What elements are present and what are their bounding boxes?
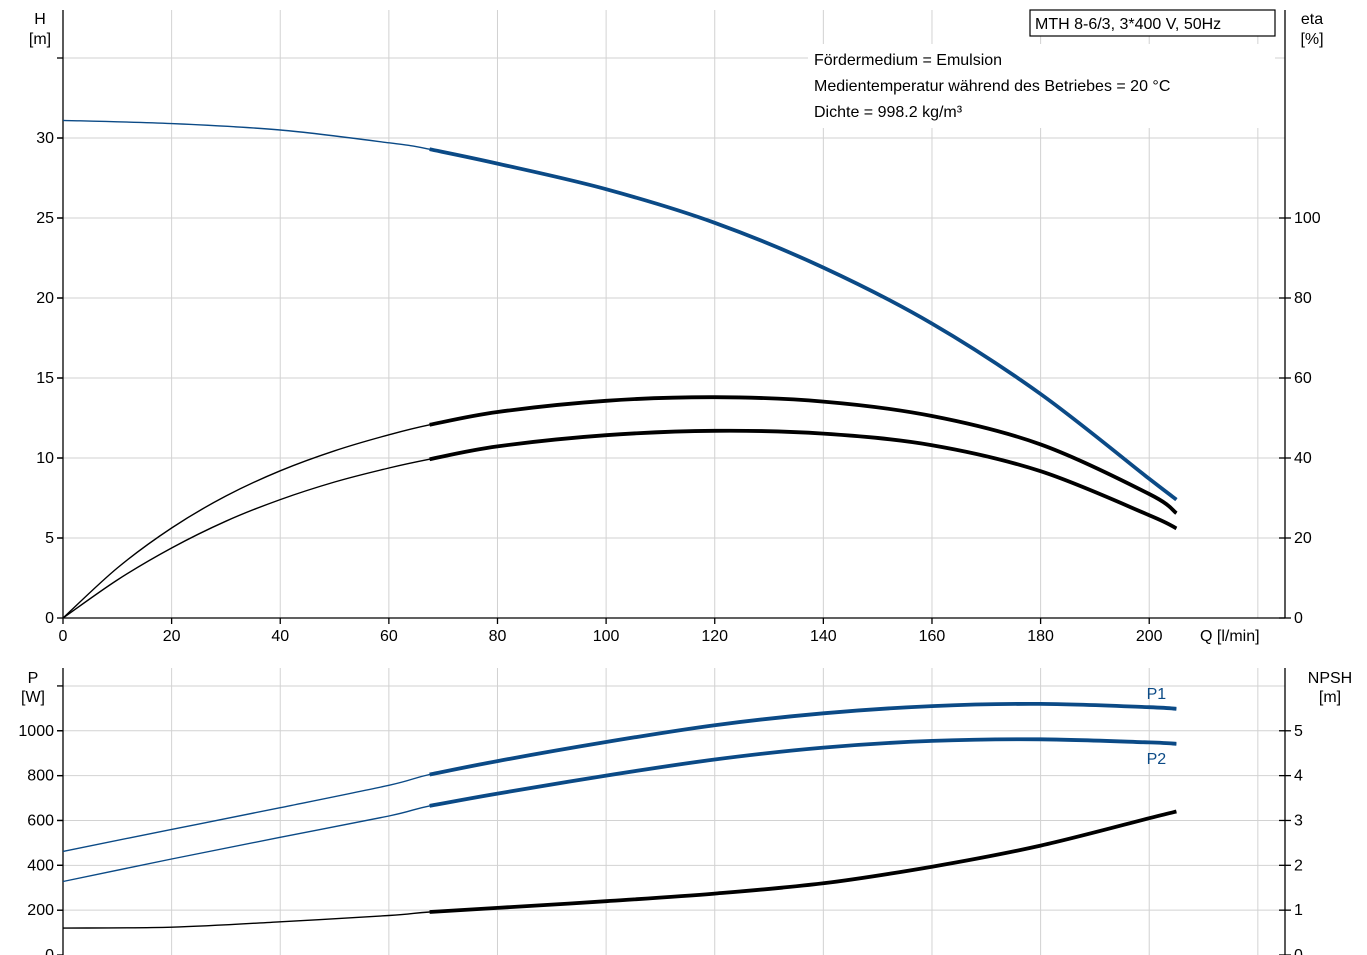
annotation-medium: Fördermedium = Emulsion [814,52,1002,69]
top-x-tick-label: 20 [163,628,181,645]
top-right-tick-label: 40 [1294,450,1312,467]
top-x-tick-label: 200 [1136,628,1163,645]
bottom-series-label-P2: P2 [1147,751,1167,768]
top-right-axis-label-line1: eta [1301,11,1323,28]
bottom-chart-ticks: 0 200 400 600 800 1000 0 1 2 3 4 5 [18,685,1303,955]
top-series-0-thin [62,119,1177,501]
bottom-left-axis-label-line2: [W] [21,689,45,706]
top-left-axis-label-line2: [m] [29,31,51,48]
bottom-left-tick-label: 0 [45,947,54,955]
bottom-left-tick-label: 600 [27,812,54,829]
top-right-tick-label: 80 [1294,290,1312,307]
bottom-right-tick-label: 5 [1294,723,1303,740]
top-left-tick-label: 5 [45,530,54,547]
top-x-axis-label: Q [l/min] [1200,628,1260,645]
top-left-axis-label-line1: H [34,11,46,28]
top-left-tick-label: 15 [36,370,54,387]
top-x-tick-label: 0 [59,628,68,645]
top-left-tick-label: 30 [36,130,54,147]
top-x-tick-label: 160 [919,628,946,645]
bottom-left-tick-label: 200 [27,902,54,919]
top-chart: 0 5 10 15 20 25 30 0 20 40 60 80 100 0 20 40 60 80 100 120 1… [29,9,1324,645]
top-x-tick-label: 60 [380,628,398,645]
top-series-2-thin [62,430,1177,619]
top-x-tick-label: 120 [701,628,728,645]
top-x-tick-label: 40 [271,628,289,645]
annotation-density: Dichte = 998.2 kg/m³ [814,104,963,121]
bottom-left-tick-label: 800 [27,768,54,785]
top-series-1-bold [429,395,1178,515]
title-box [1029,9,1276,37]
top-left-tick-label: 0 [45,610,54,627]
top-x-tick-label: 100 [593,628,620,645]
bottom-left-axis-label-line1: P [28,670,39,687]
top-x-tick-label: 80 [489,628,507,645]
bottom-chart-grid [63,668,1285,955]
top-right-tick-label: 60 [1294,370,1312,387]
top-series-0-bold [429,147,1178,502]
annotation-temperature: Medientemperatur während des Betriebes =… [814,78,1170,95]
bottom-series-2-bold [429,809,1177,914]
bottom-chart-series: P1 P2 [62,686,1177,929]
top-right-axis-label-line2: [%] [1300,31,1323,48]
bottom-left-tick-label: 1000 [18,723,54,740]
bottom-right-tick-label: 0 [1294,947,1303,955]
bottom-series-0-thin [62,703,1177,853]
top-right-tick-label: 0 [1294,610,1303,627]
bottom-right-tick-label: 4 [1294,768,1303,785]
bottom-series-label-P1: P1 [1147,686,1167,703]
top-left-tick-label: 20 [36,290,54,307]
bottom-right-axis-label-line1: NPSH [1308,670,1352,687]
bottom-series-1-thin [62,738,1177,883]
top-right-tick-label: 20 [1294,530,1312,547]
top-x-tick-label: 140 [810,628,837,645]
top-series-1-thin [62,396,1177,619]
top-right-tick-label: 100 [1294,210,1321,227]
chart-title: MTH 8-6/3, 3*400 V, 50Hz [1035,16,1221,33]
bottom-series-1-bold [429,737,1177,808]
bottom-right-tick-label: 3 [1294,812,1303,829]
info-backdrop [808,44,1275,128]
bottom-left-tick-label: 400 [27,857,54,874]
top-series-2-bold [429,428,1178,531]
top-chart-series [62,119,1178,619]
bottom-right-tick-label: 1 [1294,902,1303,919]
top-chart-ticks: 0 5 10 15 20 25 30 0 20 40 60 80 100 0 20 40 60 80 100 120 1… [36,57,1321,645]
top-left-tick-label: 25 [36,210,54,227]
bottom-series-0-bold [429,701,1177,777]
top-left-tick-label: 10 [36,450,54,467]
top-x-tick-label: 180 [1027,628,1054,645]
bottom-right-axis-label-line2: [m] [1319,689,1341,706]
bottom-right-tick-label: 2 [1294,857,1303,874]
